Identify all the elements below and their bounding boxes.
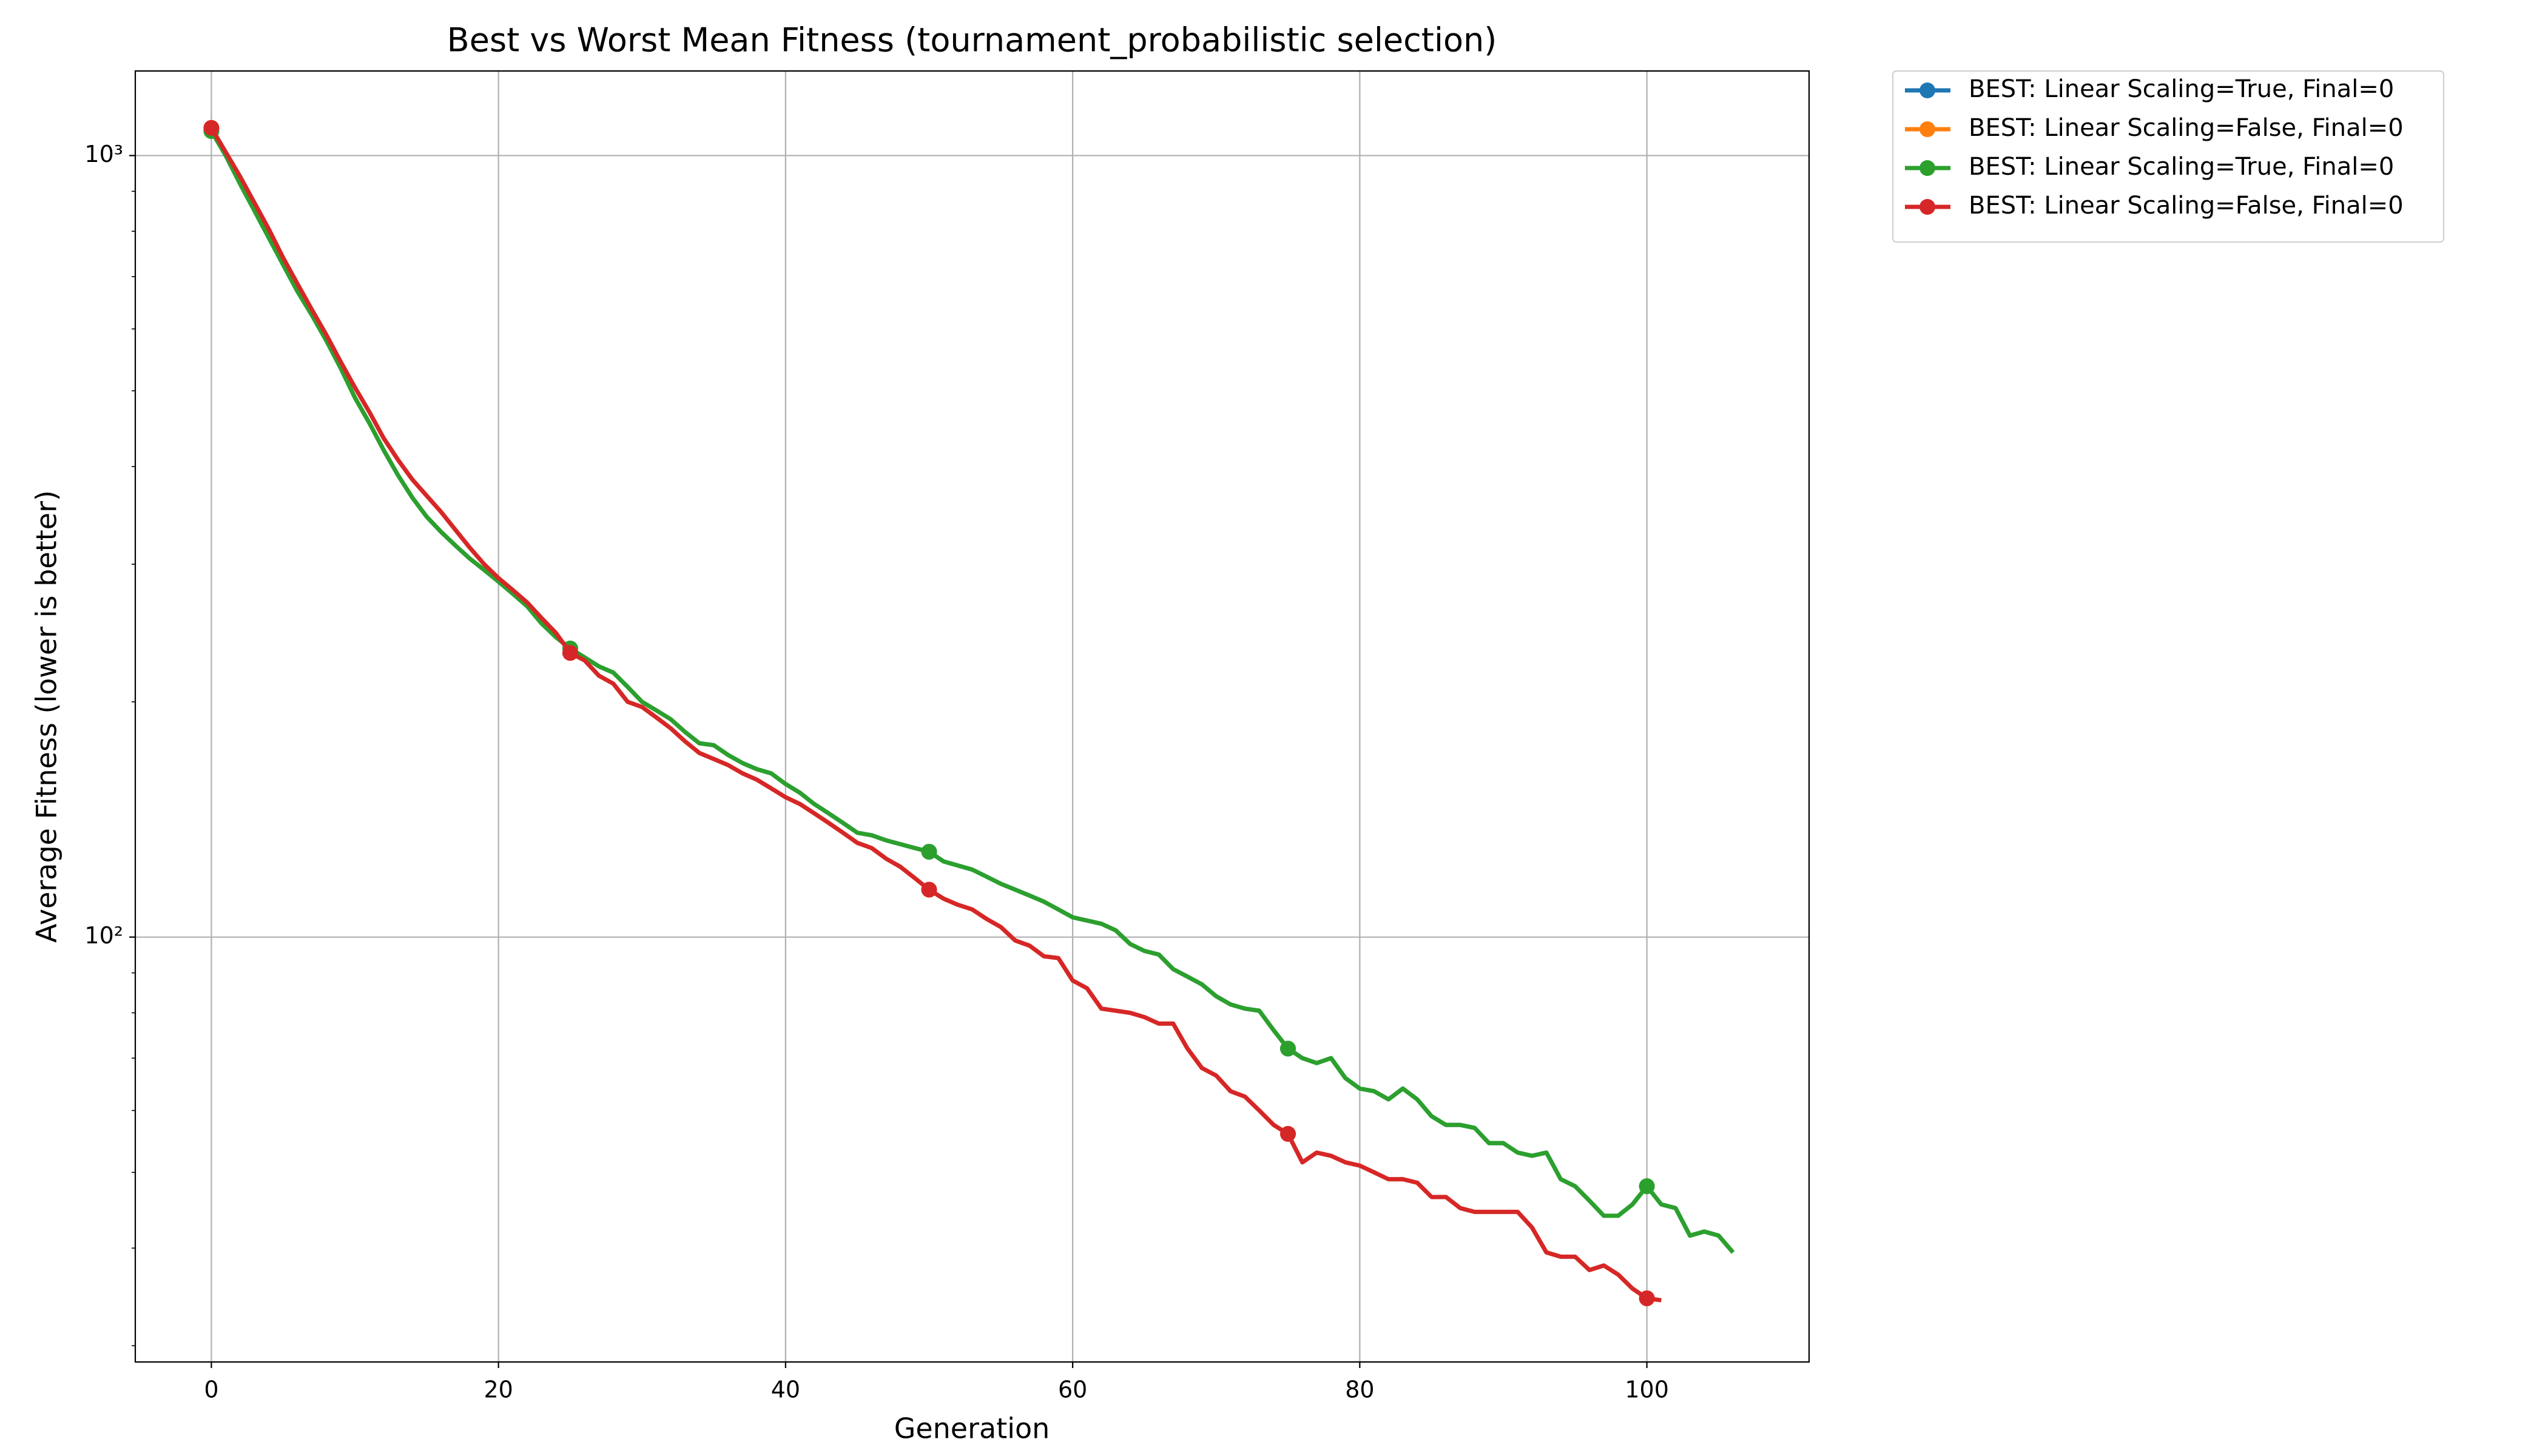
legend-label: BEST: Linear Scaling=True, Final=0 <box>1969 75 2394 103</box>
legend-box <box>1892 70 2445 243</box>
legend-marker <box>1919 160 1935 176</box>
x-tick-label: 100 <box>1625 1377 1669 1403</box>
legend-marker <box>1919 83 1935 98</box>
y-tick-label: 10² <box>84 922 123 949</box>
y-axis-label: Average Fitness (lower is better) <box>30 490 63 943</box>
y-tick-label: 10³ <box>84 141 123 167</box>
series-marker <box>1280 1040 1296 1057</box>
x-tick-label: 80 <box>1345 1377 1374 1403</box>
plot-frame <box>134 70 1810 1363</box>
x-tick-label: 20 <box>484 1377 513 1403</box>
legend-marker <box>1919 199 1935 215</box>
series-marker <box>1280 1126 1296 1142</box>
x-tick-label: 40 <box>771 1377 800 1403</box>
legend-label: BEST: Linear Scaling=False, Final=0 <box>1969 192 2404 220</box>
legend-marker <box>1919 121 1935 137</box>
series-line <box>209 127 1662 1303</box>
series-marker <box>562 645 578 661</box>
series-line <box>209 130 1735 1254</box>
series-marker <box>203 120 220 136</box>
legend-label: BEST: Linear Scaling=True, Final=0 <box>1969 153 2394 181</box>
x-tick-label: 60 <box>1058 1377 1087 1403</box>
series-marker <box>921 881 937 898</box>
series-marker <box>1639 1178 1655 1195</box>
x-tick-label: 0 <box>204 1377 218 1403</box>
chart-title: Best vs Worst Mean Fitness (tournament_p… <box>447 21 1497 59</box>
series-marker <box>1639 1290 1655 1307</box>
series-line <box>209 130 1735 1254</box>
series-marker <box>921 843 937 860</box>
x-axis-label: Generation <box>894 1412 1050 1445</box>
legend-label: BEST: Linear Scaling=False, Final=0 <box>1969 114 2404 142</box>
